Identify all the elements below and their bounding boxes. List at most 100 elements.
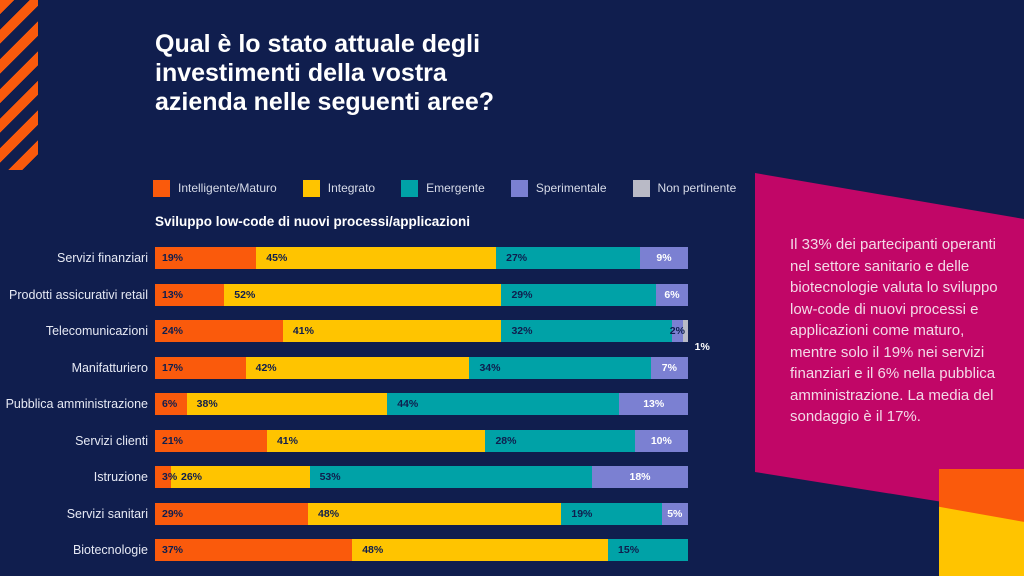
segment-value-label: 13% [162,288,184,301]
bar-segment: 53% [309,466,593,488]
legend-swatch-icon [510,180,528,197]
segment-value-label: 26% [180,471,202,483]
bar-segment: 44% [387,393,620,415]
title-line-3: azienda nelle seguenti aree? [155,88,495,116]
row-label: Pubblica amministrazione [5,397,148,411]
segment-value-label: 42% [255,361,277,374]
bar-segment: 41% [282,320,502,342]
row-label: Biotecnologie [72,543,148,557]
row-label: Telecomunicazioni [45,324,148,338]
chart-row: Telecomunicazioni 24% 41% 32% 2% 1% [0,320,720,353]
bar-segment: 48% [308,502,562,525]
bar-segment: 1% [682,320,710,353]
segment-value-label: 41% [292,325,314,337]
bar-segment: 26% [170,466,310,488]
legend-swatch-icon [401,180,419,197]
bar: 19% 45% 27% 9% [155,247,688,269]
chart-row: Istruzione 3% 26% 53% 18% [0,466,720,488]
callout-text: Il 33% dei partecipanti operanti nel set… [790,236,998,425]
bar-segment: 9% [640,247,688,269]
segment-value-label: 38% [196,398,218,410]
chart-row: Servizi finanziari 19% 45% 27% 9% [0,247,720,269]
segment-value-label: 18% [629,471,651,483]
bar: 3% 26% 53% 18% [155,466,688,488]
bar: 29% 48% 19% 5% [155,502,689,525]
legend-item: Sperimentale [510,180,607,197]
bar: 6% 38% 44% 13% [155,393,688,415]
legend-item: Emergente [401,180,485,197]
chart-row: Servizi sanitari 29% 48% 19% 5% [0,502,720,525]
bar-segment: 34% [469,356,651,379]
legend-label: Sperimentale [535,181,607,195]
segment-value-label: 24% [162,325,184,337]
segment-value-label: 27% [506,252,528,264]
legend-item: Non pertinente [632,180,737,197]
segment-value-label: 37% [162,544,184,556]
bar-segment: 29% [155,502,309,525]
chart-row: Manifatturiero 17% 42% 34% 7% [0,356,720,379]
segment-value-label: 13% [643,398,665,410]
legend-item: Integrato [302,180,375,197]
bar-segment: 45% [256,247,497,269]
segment-value-label: 29% [162,507,184,520]
bar: 13% 52% 29% 6% [155,283,688,306]
segment-value-label: 48% [318,507,340,520]
bar: 24% 41% 32% 2% 1% [155,320,710,353]
segment-value-label: 34% [479,361,501,374]
bar-segment: 19% [561,502,662,525]
bar-segment: 24% [155,320,283,342]
chart-row: Pubblica amministrazione 6% 38% 44% 13% [0,393,720,415]
bar-segment: 42% [245,356,470,379]
bar-segment: 13% [155,283,225,306]
bar-segment: 48% [352,539,609,561]
bar-segment: 15% [608,539,688,561]
bar-segment: 13% [619,393,688,415]
stacked-bar-chart: Servizi finanziari 19% 45% 27% 9% Prodotti as… [0,247,720,576]
segment-value-label: 3% [162,471,178,483]
segment-value-label: 45% [266,252,288,264]
bar-segment: 38% [186,393,388,415]
segment-value-label: 6% [664,288,680,301]
row-label: Prodotti assicurativi retail [9,287,148,302]
title-line-1: Qual è lo stato attuale degli [155,30,481,58]
legend-swatch-icon [632,180,650,197]
row-label: Servizi clienti [75,433,148,448]
segment-value-label: 32% [511,325,533,337]
chart-subtitle: Sviluppo low-code di nuovi processi/appl… [155,214,471,229]
bar-segment: 41% [266,429,486,452]
legend-label: Non pertinente [657,181,737,195]
callout-box: Il 33% dei partecipanti operanti nel set… [755,173,1024,515]
chart-row: Biotecnologie 37% 48% 15% [0,539,720,561]
segment-value-label: 6% [162,398,178,410]
bar-segment: 7% [650,356,688,379]
segment-value-label: 7% [661,361,677,374]
bar-segment: 52% [224,283,502,306]
chart-row: Prodotti assicurativi retail 13% 52% 29% 6% [0,283,720,306]
bar-segment: 17% [155,356,246,379]
segment-value-label: 29% [511,288,533,301]
segment-value-label: 53% [319,471,341,483]
legend: Intelligente/Maturo Integrato Emergente Spe… [153,180,736,197]
segment-value-label: 10% [650,434,672,447]
legend-label: Emergente [426,181,485,195]
bar: 17% 42% 34% 7% [155,356,688,379]
bar-segment: 27% [496,247,641,269]
segment-value-label: 15% [618,544,640,556]
row-label: Manifatturiero [71,360,148,375]
bar-segment: 37% [155,539,353,561]
bar-segment: 28% [485,429,635,452]
diagonal-stripes-decoration [0,0,38,170]
segment-value-label: 9% [656,252,672,264]
segment-value-label: 2% [669,325,685,337]
segment-value-label: 17% [162,361,184,374]
row-label: Servizi finanziari [56,251,148,265]
bar-segment: 32% [501,320,673,342]
bar-segment: 18% [592,466,688,488]
row-label: Istruzione [93,470,148,484]
row-label: Servizi sanitari [66,506,148,521]
bar-segment: 2% [669,320,685,342]
title-line-2: investimenti della vostra [155,59,447,87]
bar-segment: 10% [634,429,688,452]
bar-segment: 6% [155,393,187,415]
